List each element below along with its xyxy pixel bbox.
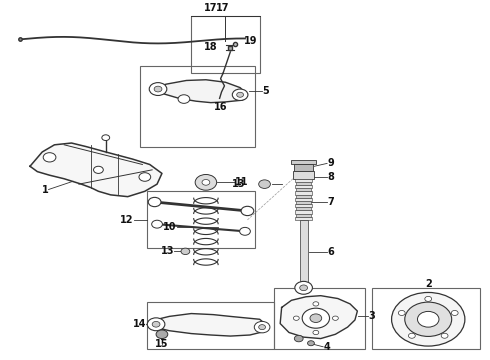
Text: 16: 16 xyxy=(214,102,227,112)
Bar xyxy=(296,182,311,185)
Text: 3: 3 xyxy=(368,311,375,321)
Bar xyxy=(295,217,313,220)
Circle shape xyxy=(294,336,303,342)
Circle shape xyxy=(398,310,405,315)
Text: 5: 5 xyxy=(262,86,269,96)
Bar xyxy=(295,198,313,201)
Circle shape xyxy=(94,166,103,174)
Text: 17: 17 xyxy=(216,3,230,13)
Circle shape xyxy=(149,82,167,95)
Circle shape xyxy=(409,333,416,338)
Circle shape xyxy=(178,95,190,103)
Bar xyxy=(296,213,311,217)
Circle shape xyxy=(254,321,270,333)
Circle shape xyxy=(310,314,322,323)
Circle shape xyxy=(43,153,56,162)
Circle shape xyxy=(152,220,162,228)
Circle shape xyxy=(148,197,161,207)
Text: 15: 15 xyxy=(155,339,169,349)
Text: 14: 14 xyxy=(133,319,147,329)
Circle shape xyxy=(237,92,244,97)
Circle shape xyxy=(259,180,270,188)
Text: 10: 10 xyxy=(163,222,176,232)
Circle shape xyxy=(102,135,110,140)
Bar xyxy=(147,302,274,348)
Text: 2: 2 xyxy=(425,279,432,288)
Bar xyxy=(295,185,313,188)
Bar xyxy=(295,179,313,182)
Circle shape xyxy=(332,316,338,320)
Polygon shape xyxy=(280,296,357,338)
Circle shape xyxy=(202,180,210,185)
Text: 6: 6 xyxy=(327,247,334,257)
Text: 12: 12 xyxy=(120,215,134,225)
Bar xyxy=(296,201,311,204)
Bar xyxy=(140,66,255,147)
Circle shape xyxy=(300,285,308,291)
Circle shape xyxy=(313,330,319,335)
Bar xyxy=(372,288,480,348)
Bar xyxy=(292,160,316,165)
Polygon shape xyxy=(150,314,267,336)
Bar xyxy=(296,188,311,192)
Circle shape xyxy=(425,296,432,301)
Circle shape xyxy=(294,316,299,320)
Circle shape xyxy=(308,341,315,346)
Text: 19: 19 xyxy=(244,36,257,46)
Text: 18: 18 xyxy=(203,41,217,51)
Bar xyxy=(300,220,308,283)
Circle shape xyxy=(147,318,165,331)
Circle shape xyxy=(139,173,151,181)
Text: 1: 1 xyxy=(42,185,49,194)
Text: 7: 7 xyxy=(327,197,334,207)
Circle shape xyxy=(313,302,319,306)
Circle shape xyxy=(392,292,465,346)
Bar xyxy=(274,288,365,348)
Circle shape xyxy=(156,330,168,338)
Circle shape xyxy=(259,325,266,330)
Circle shape xyxy=(417,311,439,327)
Bar xyxy=(295,204,313,207)
Bar xyxy=(294,164,314,171)
Circle shape xyxy=(295,282,313,294)
Circle shape xyxy=(241,206,254,216)
Text: 11: 11 xyxy=(235,177,249,187)
Bar xyxy=(296,195,311,198)
Circle shape xyxy=(154,86,162,92)
Text: 8: 8 xyxy=(327,172,334,182)
Bar xyxy=(296,207,311,210)
Circle shape xyxy=(441,333,448,338)
Polygon shape xyxy=(152,80,247,103)
Text: 13: 13 xyxy=(231,179,245,189)
Bar xyxy=(295,192,313,195)
Bar xyxy=(191,16,260,73)
Circle shape xyxy=(451,310,458,315)
Text: 9: 9 xyxy=(327,158,334,168)
Polygon shape xyxy=(30,143,162,197)
Text: 13: 13 xyxy=(161,246,174,256)
Circle shape xyxy=(152,321,160,327)
Circle shape xyxy=(405,302,452,337)
Bar xyxy=(295,210,313,213)
Circle shape xyxy=(232,89,248,100)
Circle shape xyxy=(240,228,250,235)
Bar xyxy=(147,191,255,248)
Circle shape xyxy=(181,248,190,255)
Text: 17: 17 xyxy=(204,3,217,13)
Text: 4: 4 xyxy=(323,342,330,352)
Circle shape xyxy=(195,175,217,190)
Bar xyxy=(293,171,315,179)
Circle shape xyxy=(302,308,330,328)
